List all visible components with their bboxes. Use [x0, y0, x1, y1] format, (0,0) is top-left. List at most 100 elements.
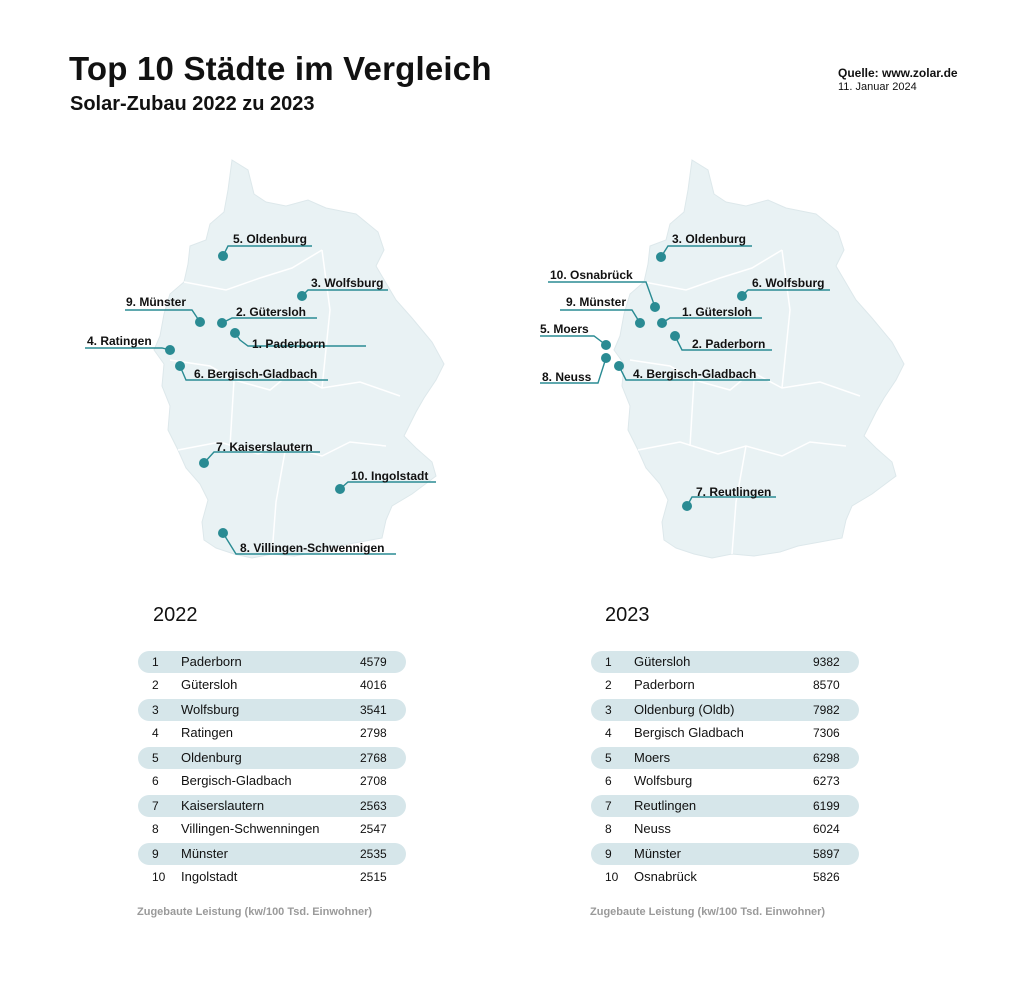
- city-marker: 8. Villingen-Schwennigen: [218, 528, 396, 555]
- value-cell: 8570: [813, 678, 840, 692]
- city-cell: Paderborn: [634, 677, 695, 692]
- table-row: 5 Oldenburg 2768: [138, 747, 406, 769]
- city-marker: 6. Wolfsburg: [737, 276, 830, 301]
- city-marker: 10. Ingolstadt: [335, 469, 436, 494]
- state-border-5: [731, 445, 747, 555]
- rank-cell: 10: [605, 870, 619, 884]
- city-marker: 9. Münster: [560, 295, 645, 328]
- value-cell: 4579: [360, 655, 387, 669]
- table-row: 7 Kaiserslautern 2563: [138, 795, 406, 817]
- value-cell: 2535: [360, 847, 387, 861]
- state-border-5: [271, 445, 287, 555]
- city-cell: Wolfsburg: [181, 702, 240, 717]
- city-label: 8. Neuss: [542, 370, 592, 384]
- city-cell: Münster: [181, 846, 228, 861]
- table-year-2022: 2022: [153, 604, 198, 626]
- table-row: 4 Ratingen 2798: [138, 722, 406, 746]
- city-marker: 2. Gütersloh: [217, 305, 317, 328]
- state-border-1: [183, 249, 323, 291]
- rank-cell: 6: [605, 774, 612, 788]
- state-border-6: [689, 379, 695, 447]
- table-row: 9 Münster 5897: [591, 843, 859, 865]
- city-label: 2. Paderborn: [692, 337, 765, 351]
- value-cell: 2547: [360, 822, 387, 836]
- city-label: 10. Osnabrück: [550, 268, 633, 282]
- city-marker: 4. Ratingen: [85, 334, 175, 355]
- value-cell: 2708: [360, 774, 387, 788]
- table-row: 2 Gütersloh 4016: [138, 674, 406, 698]
- city-label: 4. Ratingen: [87, 334, 152, 348]
- page-title: Top 10 Städte im Vergleich: [69, 50, 492, 87]
- city-label: 4. Bergisch-Gladbach: [633, 367, 756, 381]
- value-cell: 2798: [360, 726, 387, 740]
- city-cell: Bergisch Gladbach: [634, 725, 744, 740]
- city-cell: Reutlingen: [634, 798, 697, 813]
- value-cell: 6024: [813, 822, 840, 836]
- rank-cell: 2: [605, 678, 612, 692]
- ranking-table-2022: 1 Paderborn 4579 2 Gütersloh 4016 3 Wolfsburg…: [138, 650, 406, 890]
- rank-cell: 6: [152, 774, 159, 788]
- value-cell: 4016: [360, 678, 387, 692]
- germany-shape: [153, 159, 445, 559]
- germany-shape: [613, 159, 905, 559]
- city-label: 9. Münster: [566, 295, 626, 309]
- city-cell: Oldenburg: [181, 750, 242, 765]
- rank-cell: 7: [152, 799, 159, 813]
- table-row: 8 Neuss 6024: [591, 818, 859, 842]
- city-marker: 9. Münster: [125, 295, 205, 327]
- rank-cell: 4: [605, 726, 612, 740]
- germany-map-2022: 1. Paderborn 2. Gütersloh 3. Wolfsburg 4…: [85, 159, 445, 559]
- city-cell: Bergisch-Gladbach: [181, 773, 292, 788]
- city-label: 5. Moers: [540, 322, 589, 336]
- table-footnote-2022: Zugebaute Leistung (kw/100 Tsd. Einwohne…: [137, 906, 373, 918]
- rank-cell: 5: [605, 751, 612, 765]
- city-marker: 3. Oldenburg: [656, 232, 752, 262]
- city-cell: Paderborn: [181, 654, 242, 669]
- table-row: 5 Moers 6298: [591, 747, 859, 769]
- city-label: 6. Wolfsburg: [752, 276, 824, 290]
- city-marker: 4. Bergisch-Gladbach: [614, 361, 770, 381]
- city-cell: Oldenburg (Oldb): [634, 702, 735, 717]
- rank-cell: 1: [152, 655, 159, 669]
- table-row: 2 Paderborn 8570: [591, 674, 859, 698]
- city-cell: Münster: [634, 846, 681, 861]
- value-cell: 3541: [360, 703, 387, 717]
- rank-cell: 9: [152, 847, 159, 861]
- city-label: 9. Münster: [126, 295, 186, 309]
- table-row: 9 Münster 2535: [138, 843, 406, 865]
- rank-cell: 2: [152, 678, 159, 692]
- city-cell: Neuss: [634, 821, 671, 836]
- table-row: 3 Oldenburg (Oldb) 7982: [591, 699, 859, 721]
- state-border-4: [321, 249, 331, 389]
- rank-cell: 10: [152, 870, 166, 884]
- city-marker: 5. Oldenburg: [218, 232, 312, 261]
- table-row: 3 Wolfsburg 3541: [138, 699, 406, 721]
- city-cell: Moers: [634, 750, 671, 765]
- rank-cell: 4: [152, 726, 159, 740]
- value-cell: 2515: [360, 870, 387, 884]
- table-row: 6 Bergisch-Gladbach 2708: [138, 770, 406, 794]
- city-marker: 10. Osnabrück: [548, 268, 660, 312]
- table-row: 1 Gütersloh 9382: [591, 651, 859, 673]
- city-cell: Villingen-Schwenningen: [181, 821, 320, 836]
- table-row: 6 Wolfsburg 6273: [591, 770, 859, 794]
- city-label: 3. Oldenburg: [672, 232, 746, 246]
- city-cell: Osnabrück: [634, 869, 697, 884]
- table-footnote-2023: Zugebaute Leistung (kw/100 Tsd. Einwohne…: [590, 906, 826, 918]
- rank-cell: 9: [605, 847, 612, 861]
- rank-cell: 5: [152, 751, 159, 765]
- rank-cell: 1: [605, 655, 612, 669]
- table-row: 7 Reutlingen 6199: [591, 795, 859, 817]
- rank-cell: 7: [605, 799, 612, 813]
- value-cell: 9382: [813, 655, 840, 669]
- state-border-2: [169, 359, 401, 397]
- city-marker: 6. Bergisch-Gladbach: [175, 361, 328, 381]
- city-cell: Ratingen: [181, 725, 234, 740]
- value-cell: 2563: [360, 799, 387, 813]
- city-label: 5. Oldenburg: [233, 232, 307, 246]
- table-row: 10 Osnabrück 5826: [591, 866, 859, 890]
- table-row: 4 Bergisch Gladbach 7306: [591, 722, 859, 746]
- source-label: Quelle: www.zolar.de: [838, 66, 958, 80]
- state-border-4: [781, 249, 791, 389]
- value-cell: 7982: [813, 703, 840, 717]
